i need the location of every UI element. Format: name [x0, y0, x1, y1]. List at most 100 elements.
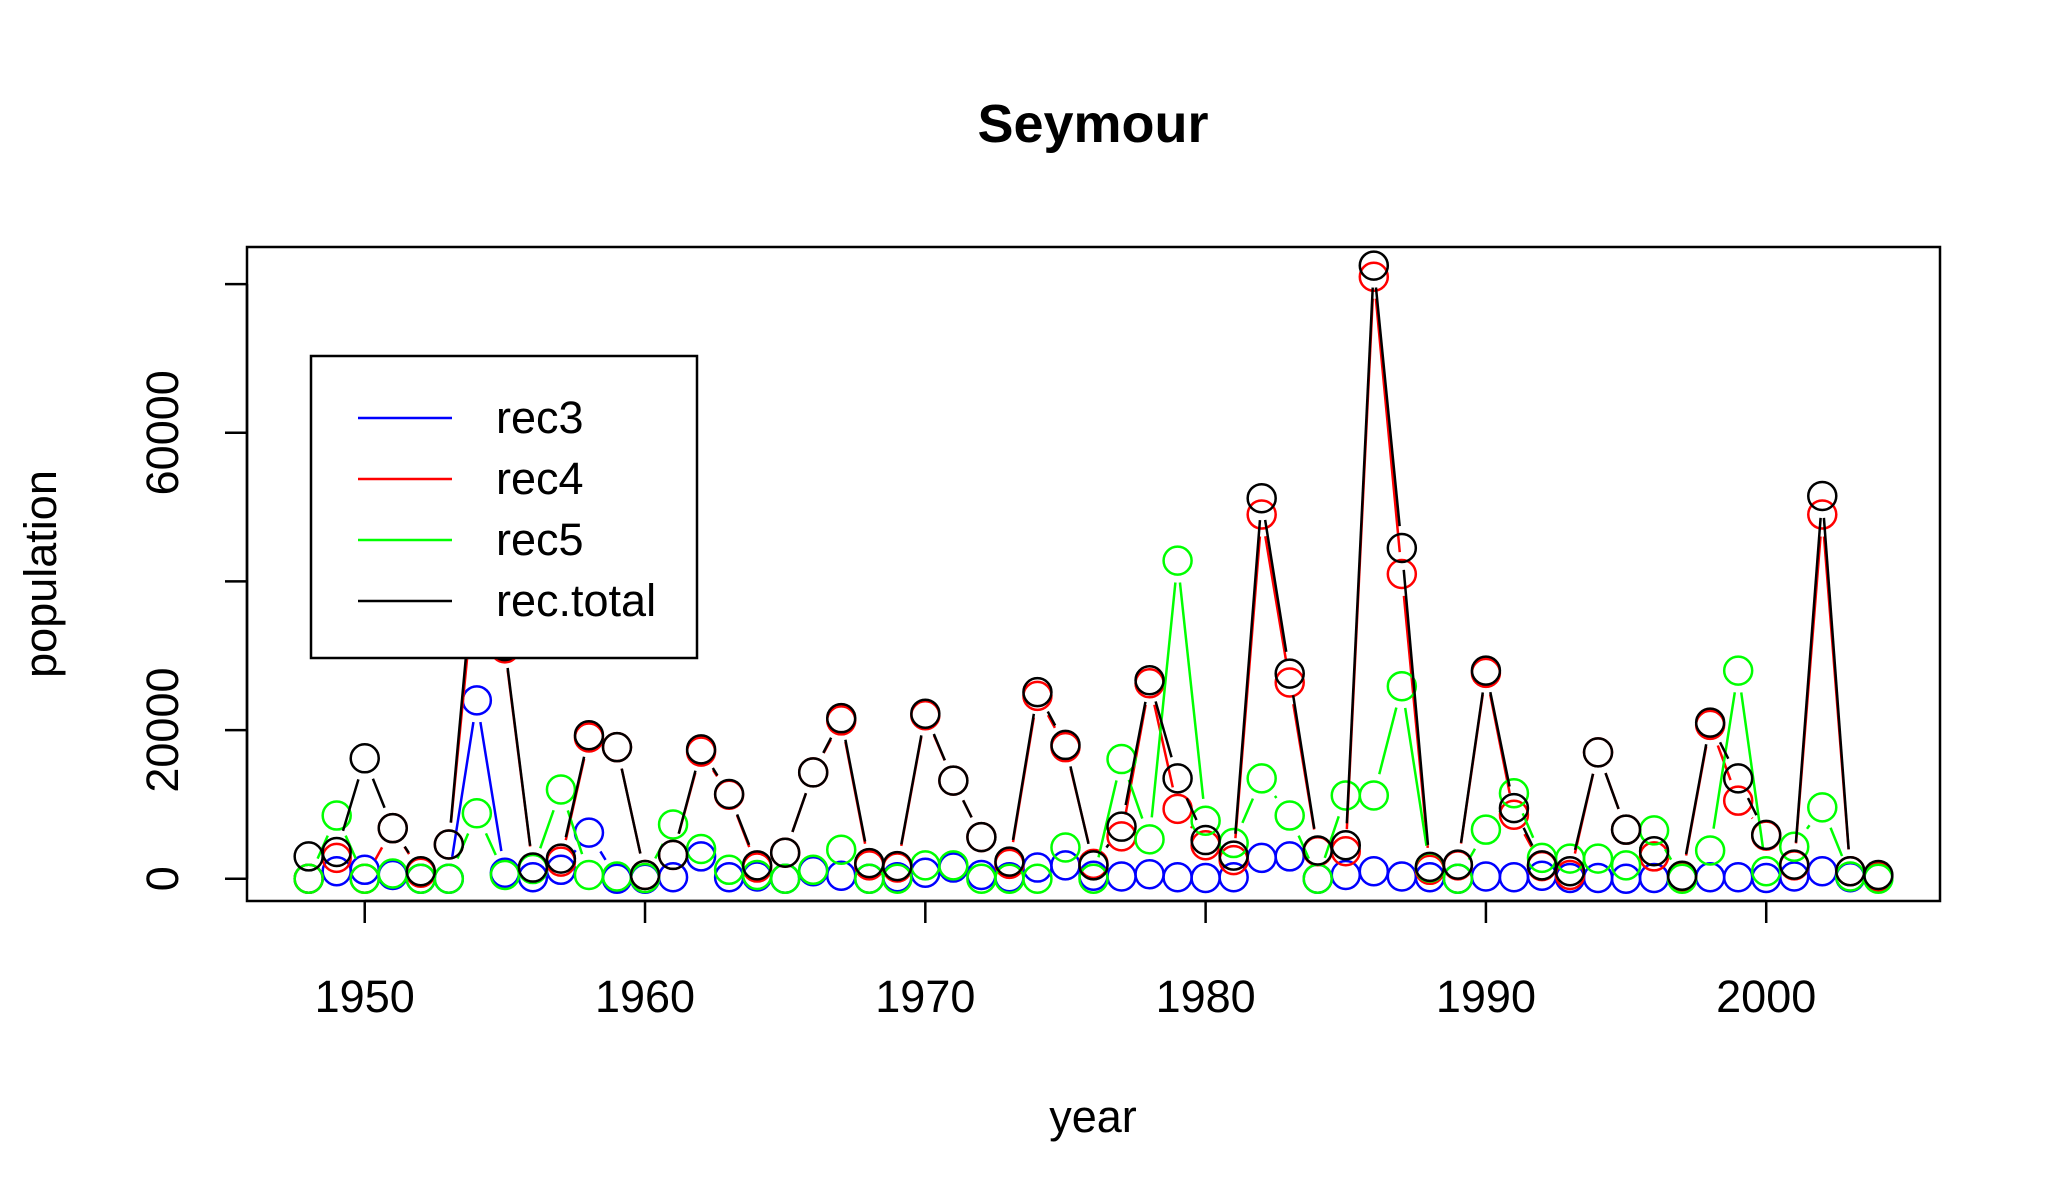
- data-point: [1358, 780, 1390, 811]
- data-point: [1638, 835, 1670, 867]
- legend: rec3 rec4 rec5 rec.total: [309, 354, 699, 660]
- data-point: [1218, 861, 1249, 893]
- data-point: [629, 859, 661, 891]
- legend-label: rec.total: [496, 575, 656, 626]
- legend-box: [309, 354, 699, 660]
- series-segment: [1011, 713, 1036, 841]
- series-segment: [1403, 707, 1428, 847]
- data-point: [1246, 763, 1277, 794]
- series-segment: [1378, 707, 1398, 775]
- y-tick-label: 60000: [137, 370, 188, 495]
- data-point: [321, 800, 352, 831]
- data-point: [825, 705, 857, 736]
- data-point: [349, 743, 380, 774]
- data-point: [545, 843, 577, 874]
- data-point: [1134, 858, 1165, 890]
- data-point: [1638, 862, 1670, 894]
- data-point: [1442, 863, 1474, 894]
- series-segment: [1241, 798, 1255, 824]
- data-point: [377, 812, 409, 844]
- data-point: [1106, 811, 1137, 842]
- series-segment: [1718, 741, 1730, 760]
- series-segment: [403, 845, 410, 854]
- data-point: [1722, 861, 1754, 893]
- series-segment: [1829, 827, 1844, 857]
- series-segment: [735, 814, 751, 846]
- series-segment: [1046, 711, 1057, 727]
- data-point: [1722, 763, 1754, 794]
- series-segment: [1234, 520, 1262, 834]
- data-point: [1330, 830, 1362, 861]
- data-point: [1778, 831, 1810, 862]
- data-point: [1078, 850, 1109, 881]
- series-segment: [479, 721, 503, 852]
- data-point: [405, 863, 437, 894]
- series-segment: [374, 846, 384, 861]
- series-segment: [1374, 287, 1401, 527]
- data-point: [545, 774, 577, 805]
- series-segment: [1604, 772, 1620, 810]
- data-point: [1162, 545, 1193, 576]
- data-point: [994, 846, 1025, 877]
- data-point: [377, 858, 409, 889]
- data-point: [461, 798, 493, 829]
- data-point: [1050, 832, 1081, 863]
- data-point: [1050, 850, 1081, 881]
- data-point: [1778, 849, 1810, 880]
- data-point: [1134, 665, 1165, 696]
- data-point: [1386, 532, 1418, 564]
- data-point: [1722, 655, 1754, 686]
- data-point: [489, 857, 521, 889]
- data-point: [1386, 670, 1418, 702]
- data-point: [797, 854, 829, 886]
- series-segment: [711, 767, 719, 777]
- data-point: [938, 852, 969, 883]
- series-segment: [1273, 795, 1278, 799]
- data-point: [1554, 856, 1586, 887]
- data-point: [685, 841, 717, 872]
- x-tick-label: 1980: [1156, 971, 1256, 1022]
- data-point: [1863, 859, 1894, 891]
- x-axis-label: year: [1049, 1091, 1137, 1142]
- chart-title: Seymour: [977, 94, 1208, 154]
- data-point: [825, 834, 857, 865]
- data-point: [966, 821, 997, 853]
- data-point: [1498, 799, 1530, 831]
- data-point: [321, 836, 352, 868]
- series-rec3: [293, 685, 1894, 894]
- series-segment: [539, 809, 555, 849]
- series-segment: [1124, 701, 1147, 806]
- data-point: [1582, 843, 1614, 874]
- x-tick-label: 1960: [595, 971, 695, 1022]
- data-point: [1274, 800, 1305, 831]
- data-point: [1582, 737, 1614, 768]
- data-point: [601, 861, 633, 892]
- series-segment: [506, 667, 532, 846]
- series-segment: [962, 799, 973, 818]
- series-segment: [1097, 780, 1118, 858]
- data-point: [1246, 482, 1277, 514]
- data-point: [1358, 856, 1390, 887]
- data-point: [1498, 777, 1530, 809]
- series-segment: [1263, 519, 1288, 653]
- data-point: [1162, 861, 1193, 893]
- data-point: [433, 829, 465, 860]
- data-point: [1807, 480, 1838, 512]
- data-point: [1666, 860, 1698, 891]
- x-tick-label: 1970: [875, 971, 975, 1022]
- data-point: [405, 856, 437, 887]
- data-point: [1807, 499, 1838, 530]
- data-point: [1442, 849, 1474, 880]
- data-point: [1498, 861, 1530, 893]
- series-segment: [450, 721, 475, 858]
- series-segment: [791, 792, 808, 833]
- data-point: [1750, 819, 1782, 851]
- data-point: [1470, 814, 1502, 845]
- series-segment: [1345, 287, 1374, 824]
- series-segment: [620, 768, 642, 854]
- series-segment: [1794, 517, 1822, 843]
- series-segment: [1739, 692, 1765, 850]
- y-tick-label: 20000: [137, 667, 188, 792]
- data-point: [1246, 499, 1277, 530]
- data-point: [1694, 707, 1726, 738]
